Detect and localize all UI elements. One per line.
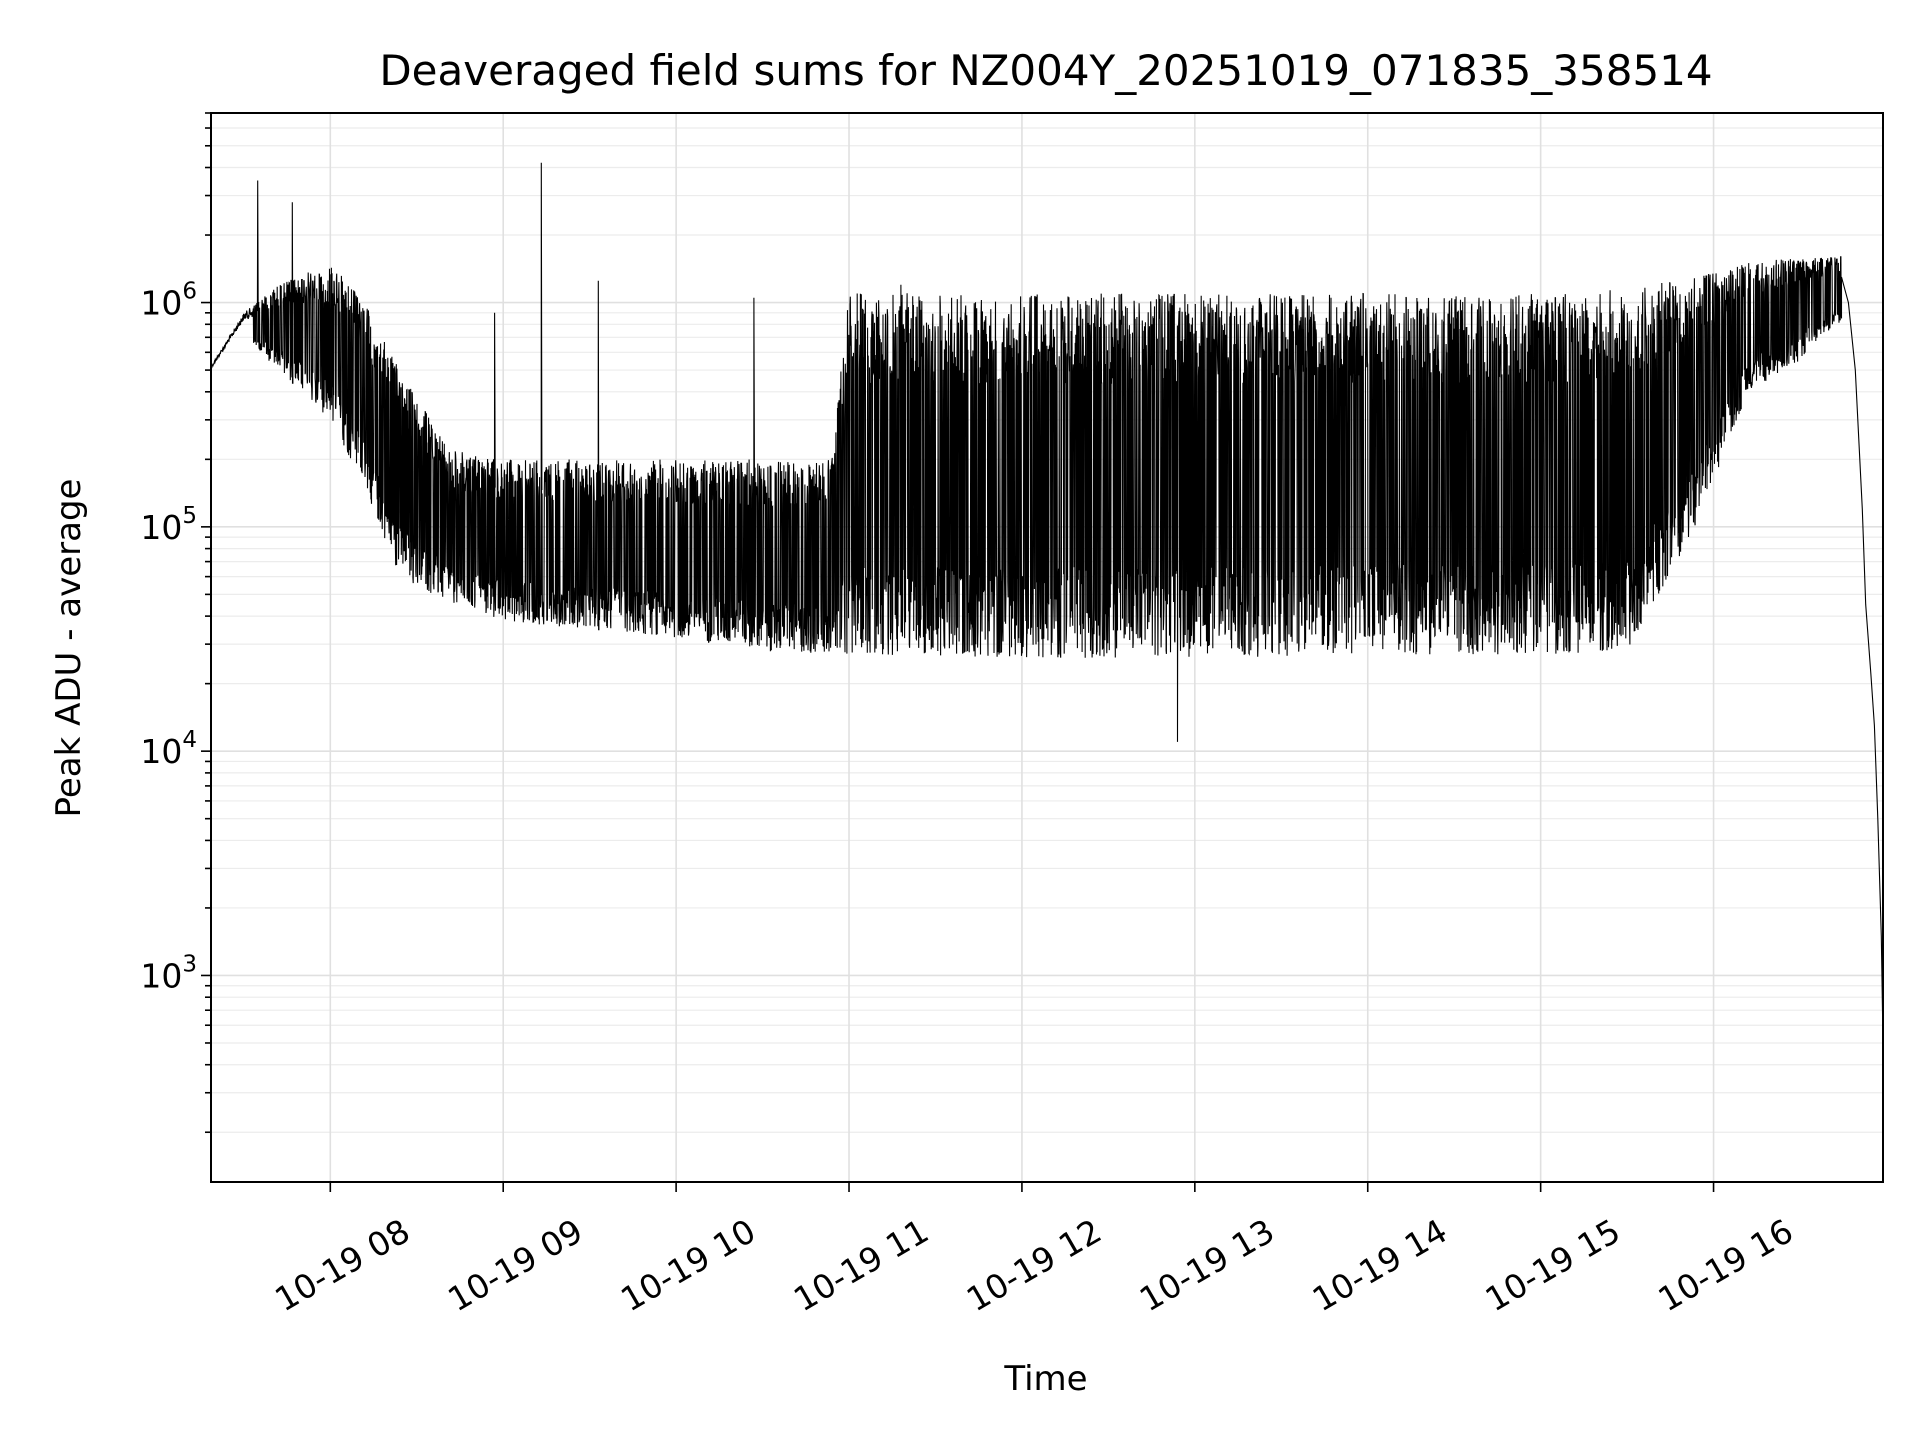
- grid: [211, 112, 1883, 1182]
- x-tick-label: 10-19 15: [1479, 1211, 1627, 1319]
- x-axis-label: Time: [1003, 1359, 1087, 1399]
- series-layer: [210, 162, 1884, 1044]
- x-axis: 10-19 08 10-19 09 10-19 10 10-19 11 10-19 12…: [268, 1182, 1800, 1319]
- chart-title: Deaveraged field sums for NZ004Y_2025101…: [379, 46, 1712, 95]
- x-tick-label: 10-19 08: [268, 1211, 416, 1319]
- x-tick-label: 10-19 16: [1652, 1211, 1800, 1319]
- series-line: [210, 162, 1884, 1044]
- y-tick-label: 103: [140, 951, 197, 995]
- y-axis-label: Peak ADU - average: [49, 479, 89, 818]
- x-tick-label: 10-19 11: [787, 1211, 935, 1319]
- y-tick-label: 106: [140, 279, 197, 323]
- x-tick-label: 10-19 10: [614, 1211, 762, 1319]
- y-tick-label: 105: [140, 503, 197, 547]
- y-tick-label: 104: [140, 727, 197, 771]
- y-axis: 103 104 105 106: [140, 112, 211, 1134]
- plot-frame: [210, 112, 1884, 1183]
- x-tick-label: 10-19 09: [441, 1211, 589, 1319]
- x-tick-label: 10-19 13: [1133, 1211, 1281, 1319]
- x-tick-label: 10-19 14: [1306, 1211, 1454, 1319]
- x-tick-label: 10-19 12: [960, 1211, 1108, 1319]
